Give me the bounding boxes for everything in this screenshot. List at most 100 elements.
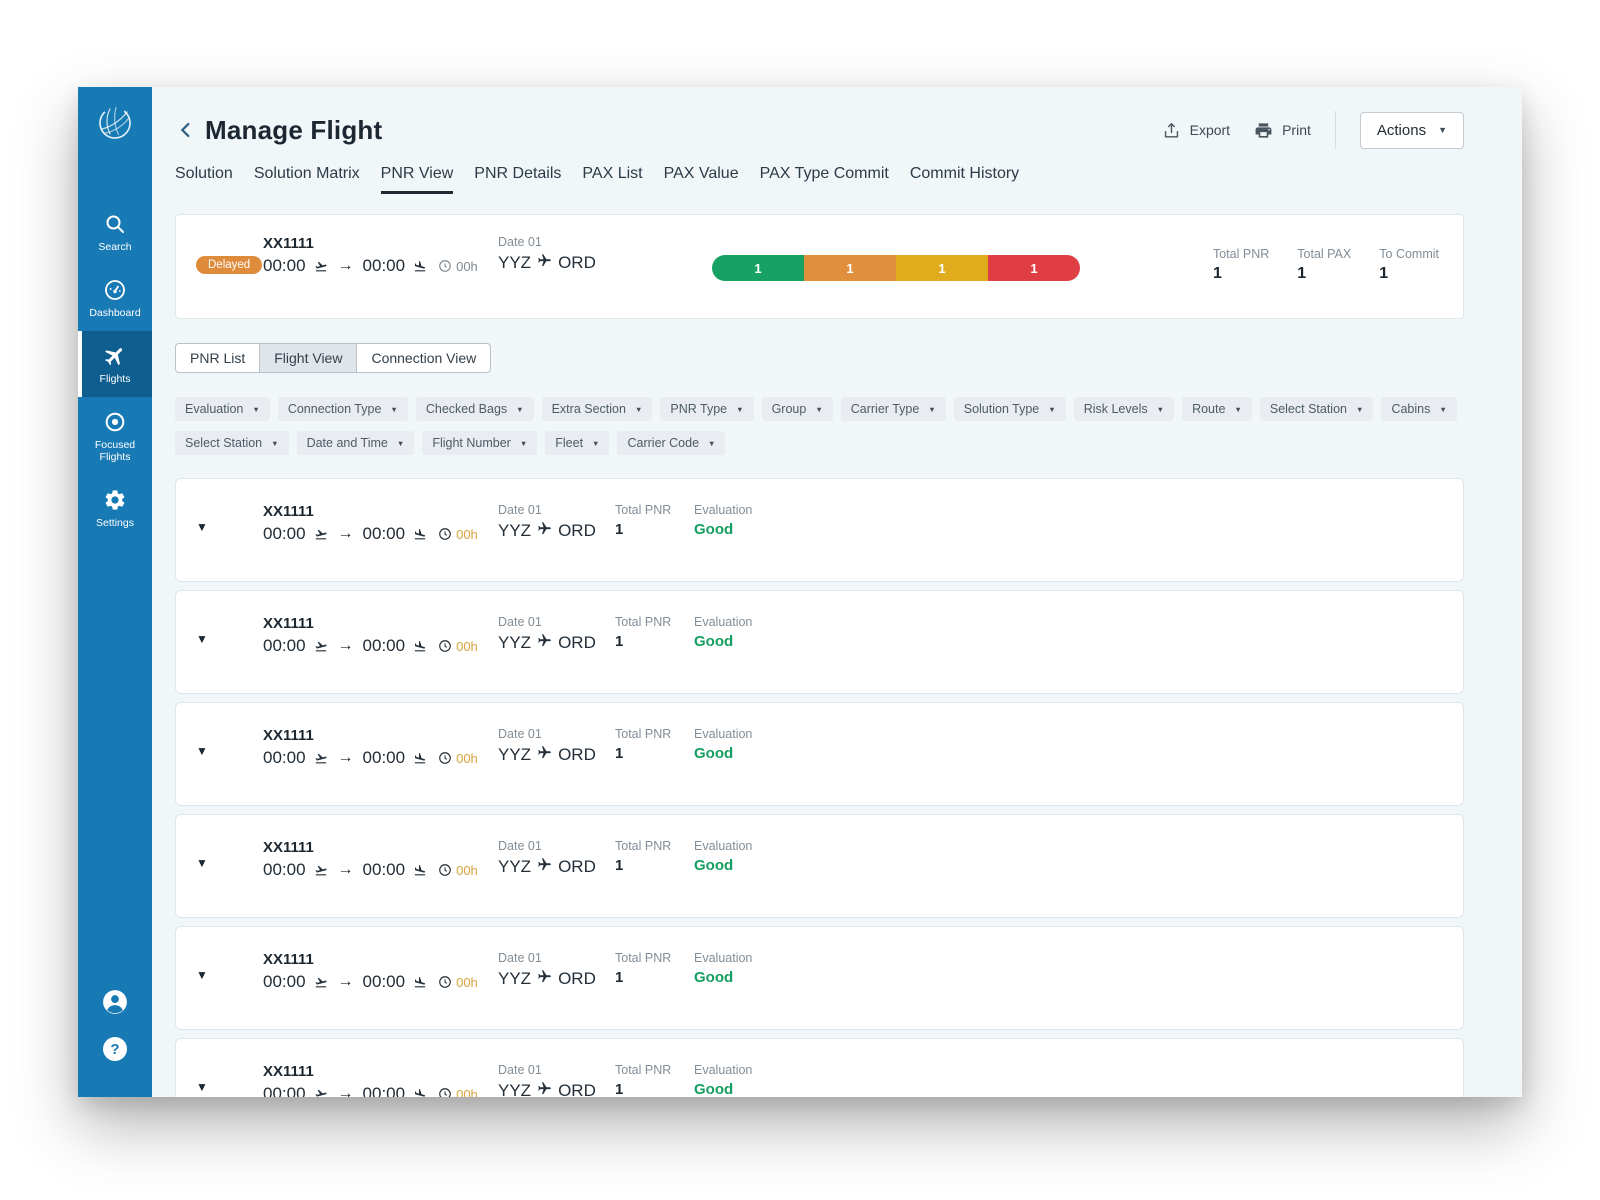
view-toggle-connection-view[interactable]: Connection View bbox=[356, 344, 490, 372]
plane-takeoff-icon bbox=[313, 864, 329, 877]
arrival-time: 00:00 bbox=[363, 860, 406, 880]
tab-pax-list[interactable]: PAX List bbox=[582, 165, 642, 194]
sidebar-item-label: Search bbox=[98, 241, 131, 253]
filter-chip-carrier-code[interactable]: Carrier Code▼ bbox=[617, 431, 725, 455]
filter-chip-carrier-type[interactable]: Carrier Type▼ bbox=[841, 397, 946, 421]
filter-chip-label: Carrier Code bbox=[627, 436, 699, 450]
chevron-down-icon: ▼ bbox=[252, 405, 259, 414]
filter-chip-fleet[interactable]: Fleet▼ bbox=[545, 431, 609, 455]
evaluation-value: Good bbox=[694, 521, 1439, 538]
flight-row: ▼XX111100:00→00:0000hDate 01YYZORDTotal … bbox=[175, 1038, 1464, 1097]
route: YYZORD bbox=[498, 857, 615, 877]
departure-time: 00:00 bbox=[263, 748, 306, 768]
actions-button[interactable]: Actions ▼ bbox=[1360, 112, 1464, 149]
print-button[interactable]: Print bbox=[1254, 121, 1311, 140]
sidebar: Search DashboardFlightsFocused Flights Set… bbox=[78, 87, 152, 1097]
filter-chip-connection-type[interactable]: Connection Type▼ bbox=[278, 397, 408, 421]
view-toggle-flight-view[interactable]: Flight View bbox=[259, 344, 356, 372]
sidebar-item-settings[interactable]: Settings bbox=[78, 475, 152, 541]
page-title: Manage Flight bbox=[205, 115, 382, 146]
total-value: 1 bbox=[1297, 265, 1351, 283]
tab-pax-type-commit[interactable]: PAX Type Commit bbox=[760, 165, 889, 194]
filter-row-2: Select Station▼ Date and Time▼ Flight Numb… bbox=[175, 431, 1464, 455]
view-toggle-pnr-list[interactable]: PNR List bbox=[176, 344, 259, 372]
filter-chip-cabins[interactable]: Cabins ▼ bbox=[1381, 397, 1456, 421]
flight-row: ▼XX111100:00→00:0000hDate 01YYZORDTotal … bbox=[175, 478, 1464, 582]
filter-chip-risk-levels[interactable]: Risk Levels▼ bbox=[1074, 397, 1174, 421]
chevron-down-icon: ▼ bbox=[397, 439, 404, 448]
filter-chip-checked-bags[interactable]: Checked Bags▼ bbox=[416, 397, 534, 421]
chevron-down-icon: ▼ bbox=[928, 405, 935, 414]
chevron-down-icon: ▼ bbox=[1234, 405, 1241, 414]
date-label: Date 01 bbox=[498, 839, 615, 853]
severity-segment-1: 1 bbox=[712, 255, 804, 281]
filter-chip-select-station[interactable]: Select Station▼ bbox=[1260, 397, 1374, 421]
plane-landing-icon bbox=[412, 864, 428, 877]
total-pnr-value: 1 bbox=[615, 745, 694, 762]
filter-chip-label: Cabins bbox=[1391, 402, 1430, 416]
expand-toggle[interactable]: ▼ bbox=[196, 503, 263, 536]
expand-toggle[interactable]: ▼ bbox=[196, 951, 263, 984]
filter-chip-group[interactable]: Group▼ bbox=[762, 397, 833, 421]
expand-toggle[interactable]: ▼ bbox=[196, 615, 263, 648]
flight-duration: 00h bbox=[438, 751, 478, 766]
sidebar-item-label: Settings bbox=[96, 517, 134, 529]
total-value: 1 bbox=[1379, 265, 1439, 283]
back-chevron-icon[interactable] bbox=[175, 119, 197, 141]
flight-number: XX1111 bbox=[263, 727, 498, 744]
chevron-down-icon: ▼ bbox=[520, 439, 527, 448]
user-avatar-icon[interactable] bbox=[102, 989, 128, 1015]
filter-chip-solution-type[interactable]: Solution Type▼ bbox=[954, 397, 1066, 421]
flight-summary-card: Delayed XX1111 00:00 → 00:00 00h Date 0 bbox=[175, 214, 1464, 319]
total-pnr-label: Total PNR bbox=[615, 1063, 694, 1077]
tab-solution-matrix[interactable]: Solution Matrix bbox=[254, 165, 360, 194]
filter-chip-date-and-time[interactable]: Date and Time▼ bbox=[297, 431, 415, 455]
filter-chip-pnr-type[interactable]: PNR Type▼ bbox=[660, 397, 753, 421]
flight-number: XX1111 bbox=[263, 951, 498, 968]
flight-row: ▼XX111100:00→00:0000hDate 01YYZORDTotal … bbox=[175, 814, 1464, 918]
plane-icon bbox=[537, 969, 552, 989]
route: YYZORD bbox=[498, 633, 615, 653]
sidebar-item-dashboard[interactable]: Dashboard bbox=[78, 265, 152, 331]
clock-icon bbox=[438, 975, 452, 989]
export-button[interactable]: Export bbox=[1162, 121, 1230, 140]
route: YYZORD bbox=[498, 745, 615, 765]
expand-toggle[interactable]: ▼ bbox=[196, 839, 263, 872]
evaluation-label: Evaluation bbox=[694, 727, 1439, 741]
filter-chip-label: Route bbox=[1192, 402, 1225, 416]
chevron-down-icon: ▼ bbox=[1439, 405, 1446, 414]
filter-chip-route[interactable]: Route ▼ bbox=[1182, 397, 1252, 421]
filter-chip-evaluation[interactable]: Evaluation▼ bbox=[175, 397, 270, 421]
filter-chip-flight-number[interactable]: Flight Number▼ bbox=[422, 431, 537, 455]
filter-chip-label: Fleet bbox=[555, 436, 583, 450]
duration-text: 00h bbox=[456, 975, 478, 990]
summary-totals: Total PNR1Total PAX1To Commit1 bbox=[1213, 247, 1439, 283]
destination-station: ORD bbox=[558, 633, 596, 653]
flight-duration: 00h bbox=[438, 1087, 478, 1098]
date-label: Date 01 bbox=[498, 615, 615, 629]
total-pnr-value: 1 bbox=[615, 633, 694, 650]
page-header: Manage Flight Export Print Actions ▼ bbox=[175, 107, 1464, 153]
tab-pnr-details[interactable]: PNR Details bbox=[474, 165, 561, 194]
sidebar-item-focused-flights[interactable]: Focused Flights bbox=[78, 397, 152, 475]
sidebar-item-search[interactable]: Search bbox=[78, 199, 152, 265]
destination-station: ORD bbox=[558, 969, 596, 989]
filter-chip-extra-section[interactable]: Extra Section▼ bbox=[542, 397, 653, 421]
sidebar-item-flights[interactable]: Flights bbox=[78, 331, 152, 397]
route: YYZ ORD bbox=[498, 253, 712, 273]
tab-commit-history[interactable]: Commit History bbox=[910, 165, 1019, 194]
total-value: 1 bbox=[1213, 265, 1269, 283]
evaluation-label: Evaluation bbox=[694, 503, 1439, 517]
filter-chip-label: PNR Type bbox=[670, 402, 727, 416]
target-icon bbox=[103, 410, 127, 434]
clock-icon bbox=[438, 639, 452, 653]
tab-pnr-view[interactable]: PNR View bbox=[381, 165, 454, 194]
evaluation-value: Good bbox=[694, 633, 1439, 650]
tab-solution[interactable]: Solution bbox=[175, 165, 233, 194]
help-icon[interactable]: ? bbox=[103, 1037, 127, 1061]
filter-chip-select-station[interactable]: Select Station▼ bbox=[175, 431, 289, 455]
expand-toggle[interactable]: ▼ bbox=[196, 727, 263, 760]
tab-pax-value[interactable]: PAX Value bbox=[664, 165, 739, 194]
expand-toggle[interactable]: ▼ bbox=[196, 1063, 263, 1096]
chevron-down-icon: ▼ bbox=[635, 405, 642, 414]
